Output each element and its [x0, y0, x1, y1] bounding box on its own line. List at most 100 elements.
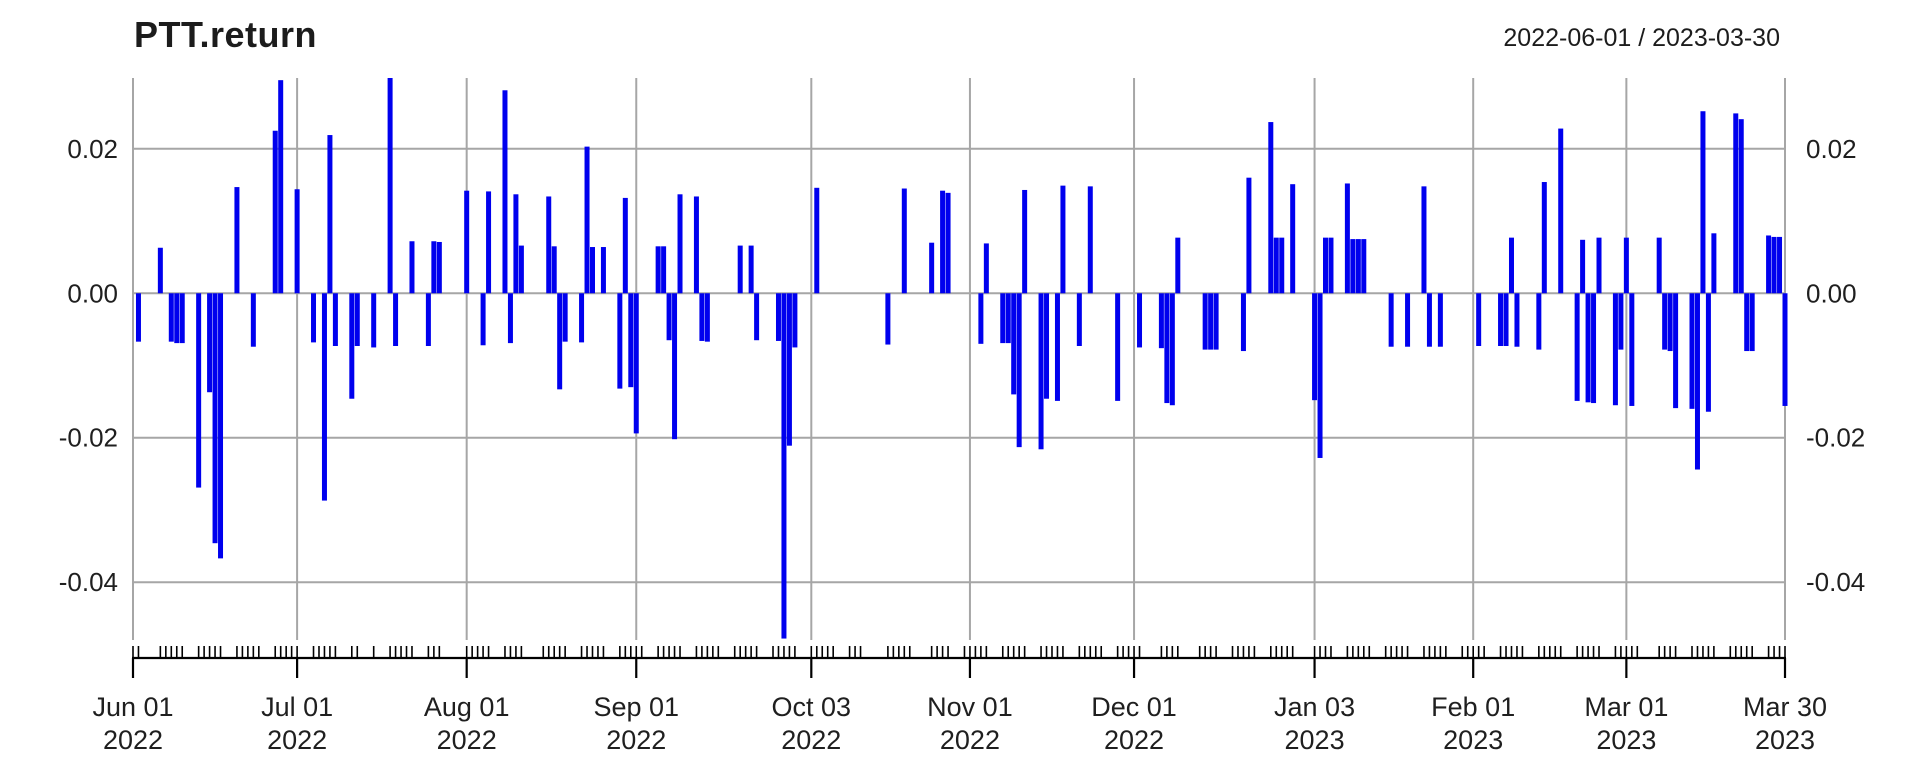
return-bar — [814, 187, 820, 294]
x-tick-label: Nov 01 — [927, 692, 1013, 722]
return-bar — [196, 293, 202, 488]
return-bar — [677, 194, 683, 294]
return-bar — [1208, 293, 1214, 350]
return-bar — [1771, 236, 1777, 294]
return-bar — [940, 190, 946, 294]
return-bar — [272, 130, 278, 294]
return-bar — [327, 135, 333, 294]
return-bar — [1580, 239, 1586, 294]
return-bar — [1612, 293, 1618, 406]
return-bar — [486, 191, 492, 294]
return-bar — [234, 187, 240, 294]
return-bar — [207, 293, 213, 393]
x-tick-label-year: 2023 — [1285, 725, 1345, 755]
return-bar — [1005, 293, 1011, 344]
return-bar — [1623, 237, 1629, 294]
return-bar — [672, 293, 678, 440]
x-tick-label-year: 2023 — [1596, 725, 1656, 755]
return-bar — [633, 293, 639, 434]
return-bar — [1087, 186, 1093, 294]
return-bar — [1656, 237, 1662, 294]
return-bar — [1202, 293, 1208, 350]
return-bar — [562, 293, 568, 342]
x-tick-label-year: 2023 — [1755, 725, 1815, 755]
x-tick-label-year: 2022 — [781, 725, 841, 755]
return-bar — [781, 293, 787, 639]
return-bar — [693, 196, 699, 294]
return-bar — [1038, 293, 1044, 450]
return-bar — [179, 293, 185, 344]
return-bar — [929, 242, 935, 294]
return-bar — [1164, 293, 1170, 404]
x-tick-label: Feb 01 — [1431, 692, 1515, 722]
x-tick-label: Aug 01 — [424, 692, 510, 722]
return-bar — [1317, 293, 1323, 458]
return-bar — [792, 293, 798, 348]
return-bar — [393, 293, 399, 346]
return-bar — [502, 90, 508, 294]
return-bar — [1312, 293, 1318, 401]
return-bar — [1213, 293, 1219, 350]
chart-title: PTT.return — [134, 14, 318, 55]
return-bar — [1175, 237, 1181, 294]
x-tick-label: Jan 03 — [1274, 692, 1355, 722]
return-bar — [1044, 293, 1050, 399]
return-bar — [754, 293, 760, 341]
return-bar — [168, 293, 174, 342]
x-tick-label-year: 2022 — [267, 725, 327, 755]
return-bar — [1388, 293, 1394, 347]
return-bar — [1076, 293, 1082, 346]
return-bar — [885, 293, 891, 345]
return-bar — [1344, 183, 1350, 294]
return-bar — [354, 293, 360, 346]
return-bar — [978, 293, 984, 344]
y-tick-label-right: -0.04 — [1806, 567, 1865, 597]
x-tick-label-year: 2022 — [940, 725, 1000, 755]
x-tick-label-year: 2022 — [103, 725, 163, 755]
return-bar — [1246, 177, 1252, 294]
return-bar — [1279, 237, 1285, 294]
return-bar — [1323, 237, 1329, 294]
return-bar — [1503, 293, 1509, 346]
return-bar — [748, 245, 754, 294]
return-bar — [436, 241, 442, 294]
return-bar — [1738, 119, 1744, 294]
return-bar — [1618, 293, 1624, 350]
return-bar — [546, 196, 552, 294]
return-bar — [1158, 293, 1164, 349]
return-bar — [579, 293, 585, 343]
return-bar — [737, 245, 743, 294]
return-bar — [1766, 235, 1772, 294]
return-bar — [507, 293, 513, 344]
return-bar — [1476, 293, 1482, 346]
return-bar — [589, 247, 595, 294]
return-bar — [1700, 111, 1706, 294]
x-tick-label: Dec 01 — [1091, 692, 1177, 722]
return-bar — [157, 247, 163, 294]
x-tick-label-year: 2022 — [1104, 725, 1164, 755]
x-tick-label: Jun 01 — [92, 692, 173, 722]
y-tick-label-left: -0.04 — [59, 567, 118, 597]
return-bar — [901, 188, 907, 294]
y-tick-label-right: -0.02 — [1806, 423, 1865, 453]
return-bar — [294, 189, 300, 294]
chart-date-range: 2022-06-01 / 2023-03-30 — [1503, 24, 1780, 52]
return-bar — [1667, 293, 1673, 352]
return-bar — [174, 293, 180, 344]
x-tick-label: Mar 01 — [1584, 692, 1668, 722]
x-tick-label: Sep 01 — [593, 692, 679, 722]
return-bar — [513, 194, 519, 294]
return-bar — [1273, 237, 1279, 294]
return-bar — [250, 293, 256, 347]
return-bar — [311, 293, 317, 343]
return-bar — [1705, 293, 1711, 412]
return-bar — [1541, 182, 1547, 294]
return-bar — [1574, 293, 1580, 401]
return-bar — [1596, 237, 1602, 294]
return-bar — [1662, 293, 1668, 350]
return-bar — [1744, 293, 1750, 352]
return-bar — [699, 293, 705, 341]
return-bar — [661, 246, 667, 294]
return-bar — [1060, 185, 1066, 294]
